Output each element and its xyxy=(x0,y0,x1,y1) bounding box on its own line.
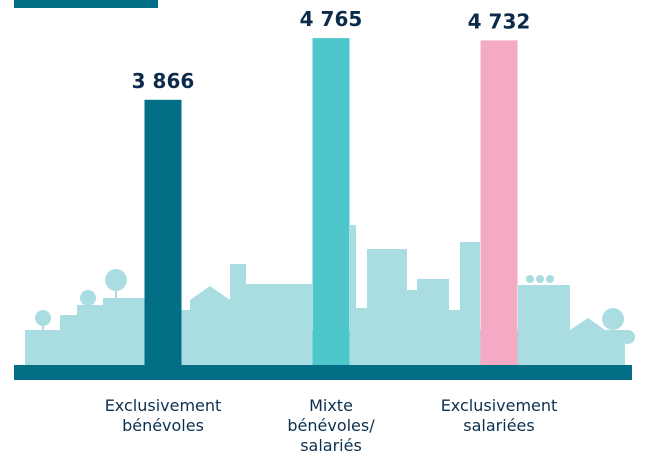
bar xyxy=(145,100,182,365)
category-label: Exclusivement salariées xyxy=(439,396,559,436)
ground xyxy=(14,365,632,380)
value-label: 4 765 xyxy=(300,7,363,31)
category-label: Mixte bénévoles/ salariés xyxy=(281,396,381,456)
category-label: Exclusivement bénévoles xyxy=(103,396,223,436)
value-label: 3 866 xyxy=(132,69,195,93)
header-tab xyxy=(14,0,158,8)
bar xyxy=(313,38,350,365)
bar xyxy=(481,40,518,365)
chart: 3 866 4 765 4 732 Exclusivement bénévoles M… xyxy=(0,0,647,458)
value-label: 4 732 xyxy=(468,9,531,33)
chart-svg: 3 866 4 765 4 732 xyxy=(0,0,647,458)
